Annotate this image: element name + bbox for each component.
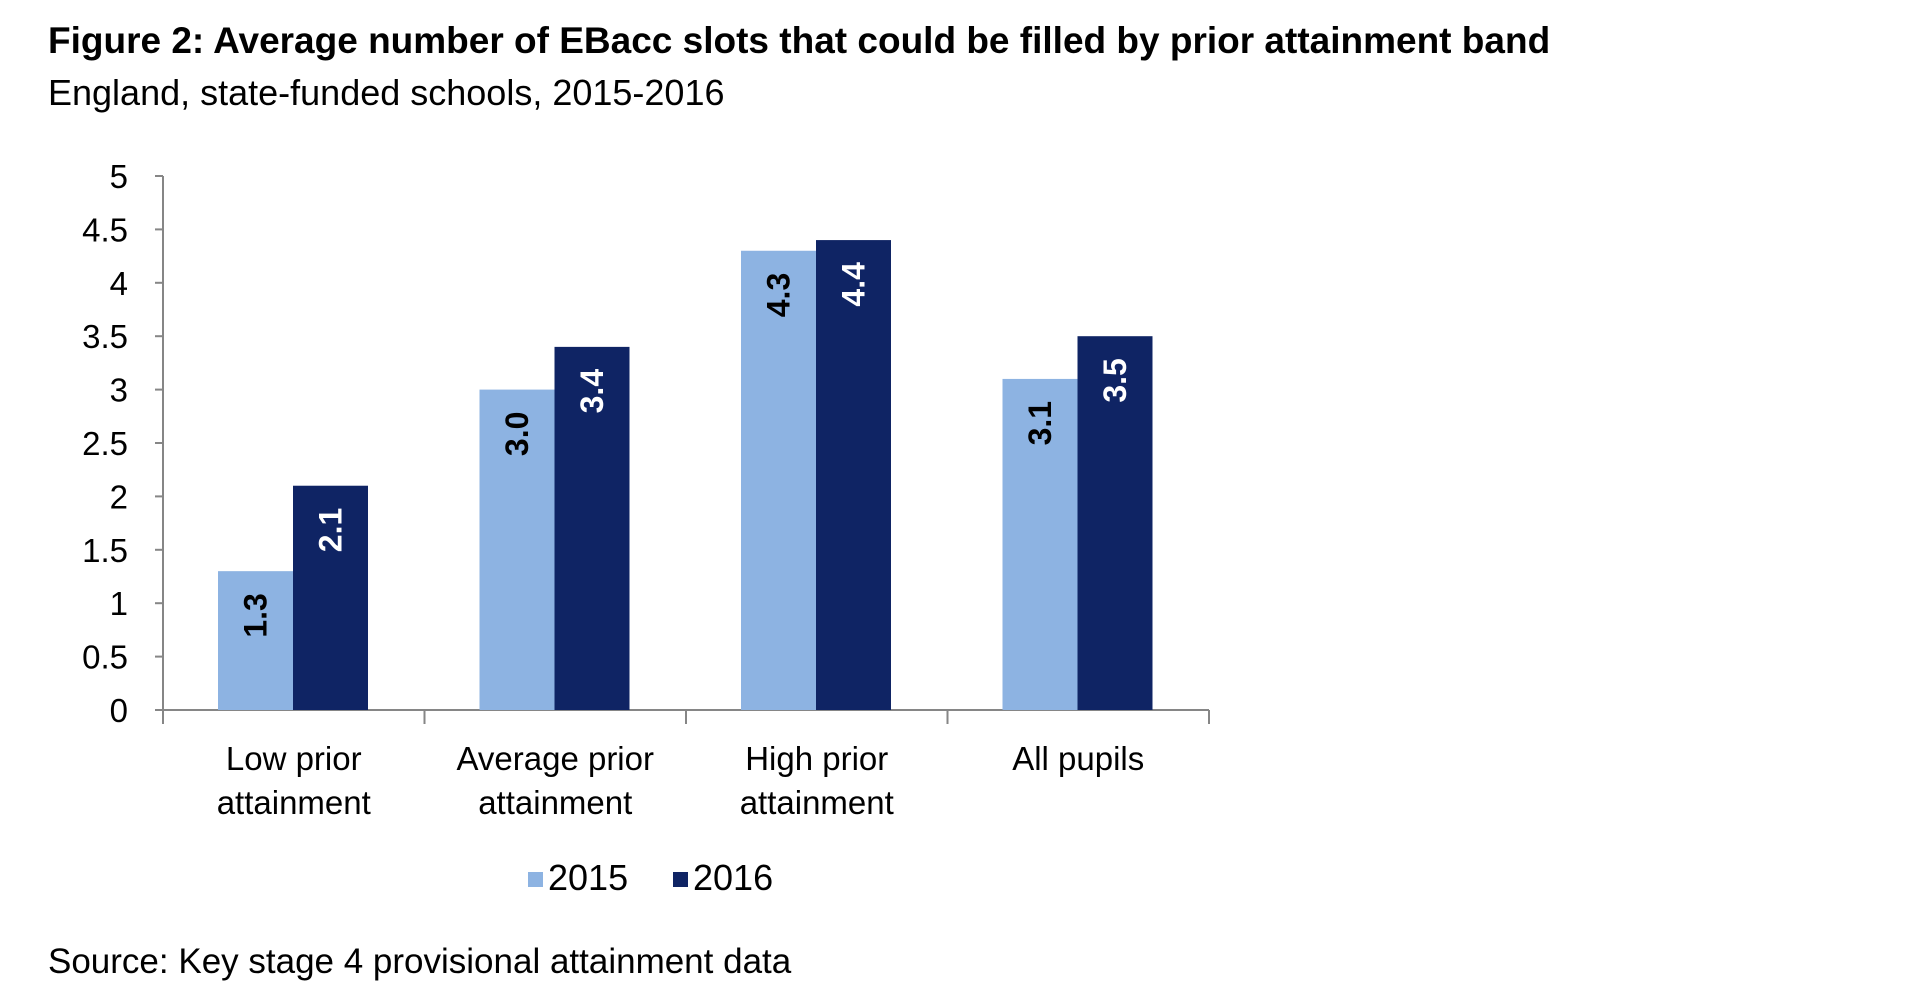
bar-2016 <box>1077 336 1153 710</box>
y-tick-label: 3 <box>110 372 128 409</box>
bar-2015 <box>1002 378 1078 710</box>
data-label: 1.3 <box>238 593 274 637</box>
source-note: Source: Key stage 4 provisional attainme… <box>48 942 792 981</box>
data-label: 3.4 <box>574 369 610 414</box>
legend-swatch-2015 <box>528 872 543 887</box>
data-label: 3.0 <box>499 412 535 456</box>
bar-2015 <box>218 571 293 710</box>
x-category-label: All pupils <box>1012 740 1144 777</box>
y-tick-label: 5 <box>110 158 128 195</box>
x-category-label: attainment <box>217 784 371 821</box>
bar-2016 <box>816 240 891 710</box>
y-tick-label: 4 <box>110 265 128 302</box>
legend-label: 2015 <box>548 857 628 898</box>
x-category-label: attainment <box>478 784 632 821</box>
bar-2016 <box>554 346 630 710</box>
y-tick-label: 4.5 <box>82 211 128 248</box>
legend-label: 2016 <box>693 857 773 898</box>
bar-2015 <box>741 250 816 710</box>
x-category-label: Average prior <box>456 740 654 777</box>
bar-2015 <box>479 389 555 710</box>
data-label: 2.1 <box>313 508 349 552</box>
x-category-label: attainment <box>740 784 894 821</box>
data-label: 4.3 <box>761 273 797 317</box>
x-category-label: High prior <box>745 740 888 777</box>
legend-swatch-2016 <box>673 872 688 887</box>
y-tick-label: 2.5 <box>82 425 128 462</box>
y-tick-label: 2 <box>110 478 128 515</box>
y-tick-label: 1 <box>110 585 128 622</box>
data-label: 4.4 <box>836 262 872 307</box>
x-category-label: Low prior <box>226 740 362 777</box>
data-label: 3.5 <box>1097 358 1133 402</box>
y-tick-label: 0 <box>110 692 128 729</box>
y-tick-label: 0.5 <box>82 639 128 676</box>
y-tick-label: 3.5 <box>82 318 128 355</box>
bar-2016 <box>293 485 368 710</box>
chart-subtitle: England, state-funded schools, 2015-2016 <box>48 72 725 113</box>
chart-title: Figure 2: Average number of EBacc slots … <box>48 20 1551 61</box>
y-tick-label: 1.5 <box>82 532 128 569</box>
data-label: 3.1 <box>1022 401 1058 445</box>
